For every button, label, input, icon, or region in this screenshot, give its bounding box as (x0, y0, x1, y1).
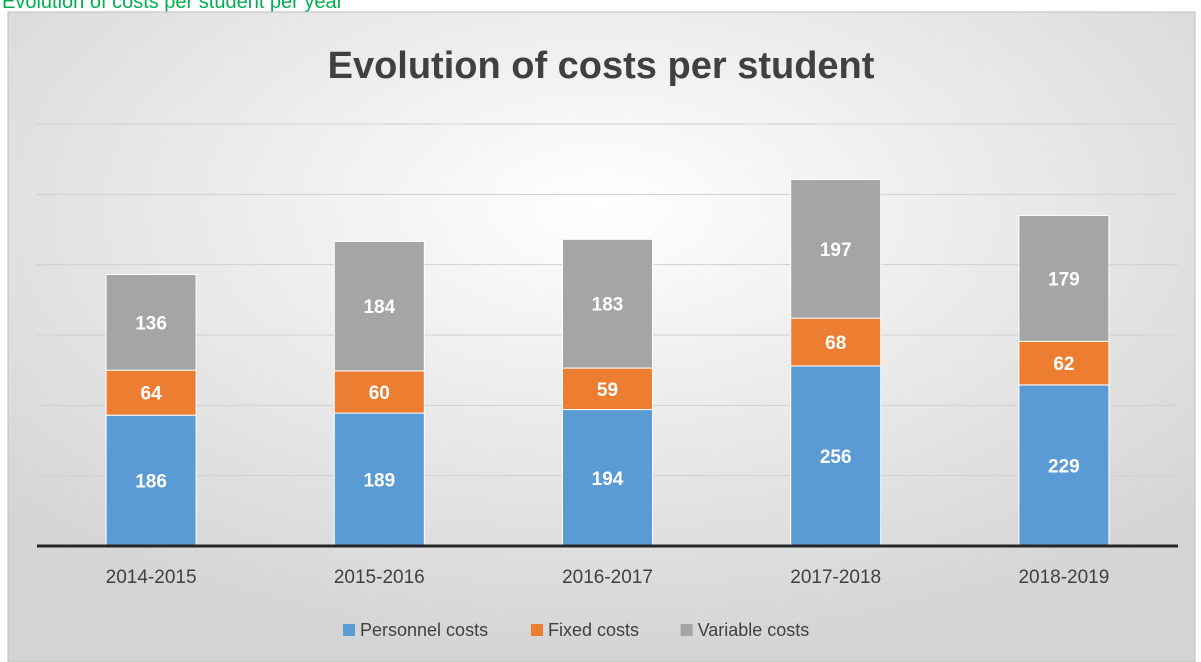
data-label: 179 (1048, 269, 1080, 290)
bar-segment (333, 412, 425, 547)
section-heading: Evolution of costs per student per year (2, 0, 344, 13)
bar-segment (790, 317, 882, 367)
data-label: 184 (363, 297, 395, 318)
bar-segment (1018, 214, 1110, 342)
data-label: 186 (135, 472, 167, 493)
bar-segment (333, 240, 425, 372)
bar-segment (105, 274, 197, 371)
data-label: 194 (592, 469, 624, 490)
x-tick-label: 2014-2015 (106, 567, 197, 588)
x-tick-label: 2017-2018 (790, 567, 881, 588)
bar-segment (562, 409, 653, 547)
bar-segment (105, 414, 197, 547)
bar-segment (790, 179, 882, 319)
x-tick-label: 2018-2019 (1018, 567, 1109, 588)
x-tick-label: 2016-2017 (562, 567, 653, 588)
data-label: 256 (820, 447, 852, 468)
bar-segment (105, 369, 197, 416)
bar-segment (1018, 384, 1110, 547)
data-label: 229 (1048, 456, 1080, 477)
bar-segment (333, 370, 425, 414)
legend-label: Fixed costs (548, 620, 639, 640)
data-label: 136 (135, 313, 167, 334)
data-label: 68 (825, 333, 846, 354)
data-label: 183 (592, 295, 624, 316)
legend-label: Variable costs (698, 620, 810, 640)
chart-title: Evolution of costs per student (328, 45, 875, 87)
legend-swatch (531, 624, 543, 636)
data-label: 64 (141, 384, 163, 405)
legend-swatch (343, 624, 355, 636)
bar-segment (790, 365, 882, 547)
data-label: 60 (369, 383, 390, 404)
data-label: 197 (820, 240, 852, 261)
x-tick-label: 2015-2016 (334, 567, 425, 588)
data-label: 189 (363, 471, 395, 492)
legend-swatch (680, 624, 693, 636)
data-label: 62 (1053, 354, 1074, 375)
data-label: 59 (597, 380, 618, 401)
legend-label: Personnel costs (360, 620, 488, 640)
bar-segment (562, 238, 653, 369)
bar-segment (1018, 340, 1110, 386)
